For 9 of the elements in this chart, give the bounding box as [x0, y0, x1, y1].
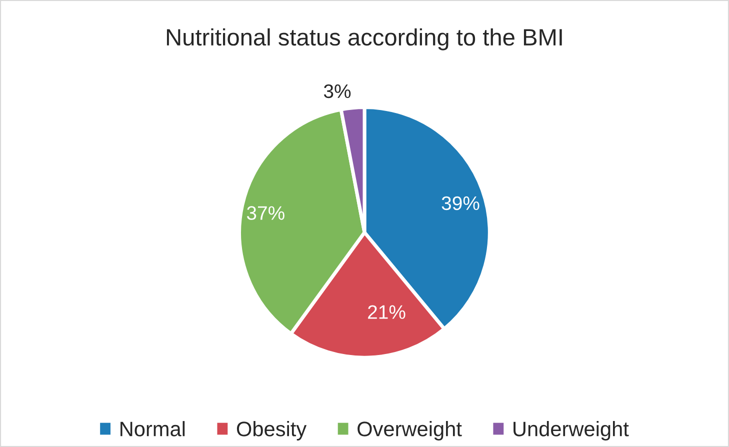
data-label: 39% [442, 196, 480, 210]
legend-label: Obesity [236, 421, 307, 440]
legend-label: Overweight [358, 421, 462, 440]
data-label: 37% [246, 206, 284, 220]
legend-label: Normal [120, 421, 185, 436]
legend-label: Underweight [514, 421, 629, 440]
chart-title: Nutritional status according to the BMI [166, 28, 562, 50]
data-label: 21% [368, 305, 406, 319]
data-label: 3% [324, 84, 351, 98]
